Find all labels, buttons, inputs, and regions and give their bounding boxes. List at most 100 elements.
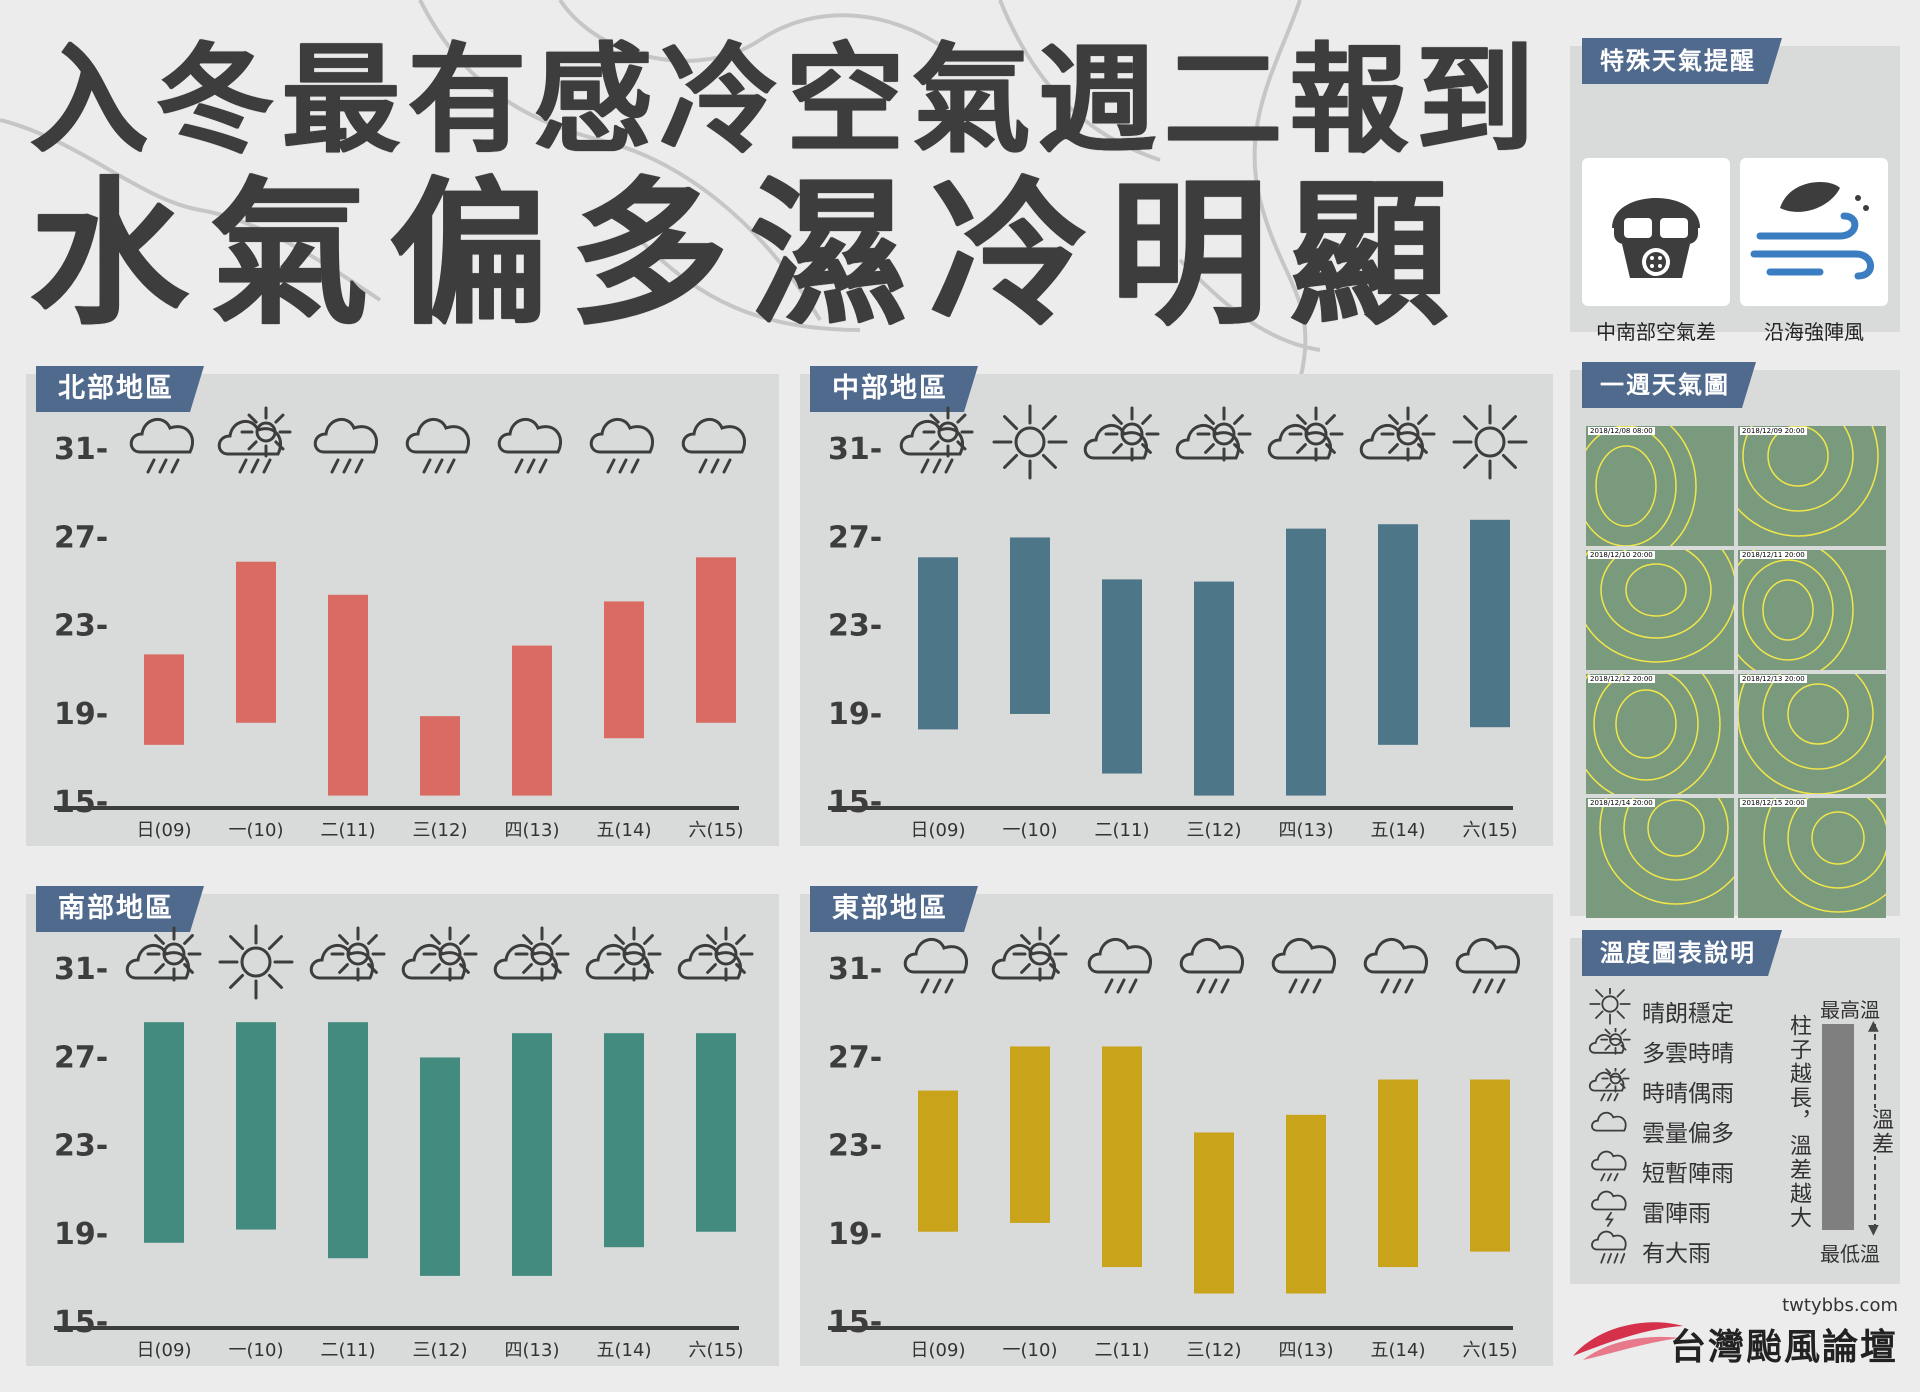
cloudy-sun-icon xyxy=(1588,1028,1631,1055)
temp-bar xyxy=(420,716,460,796)
x-tick-label: 六(15) xyxy=(1463,1340,1518,1361)
rain-icon xyxy=(1363,938,1428,994)
y-tick-label: 15- xyxy=(828,1305,882,1340)
legend-box: 溫度圖表說明 晴朗穩定 多雲時晴 時晴偶雨 雲量偏多 短暫陣雨 雷陣雨 有大雨 最高溫 ▲ … xyxy=(1570,938,1900,1284)
chart-central: 31- 27- 23- 19- 15- 日(09) 一(10) 二(11) 三(12) 四(13)… xyxy=(828,404,1528,841)
sunny-icon xyxy=(1589,988,1631,1025)
weather-map-6: 2018/12/13 20:00 xyxy=(1738,674,1886,794)
temp-bar xyxy=(512,645,552,796)
legend-item-label: 雷陣雨 xyxy=(1642,1201,1711,1227)
panel-south: 南部地區 31- 27- 23- 19- 15- 日(09) 一(10) 二(11) 三(12)… xyxy=(26,894,779,1366)
x-tick-label: 日(09) xyxy=(911,820,966,841)
weekly-map-box: 一週天氣圖 2018/12/08 08:00 2018/12/09 20:00 … xyxy=(1570,370,1900,918)
x-tick-label: 四(13) xyxy=(505,820,560,841)
sun-rain-icon xyxy=(1588,1068,1630,1102)
y-tick-label: 31- xyxy=(54,432,108,467)
temp-bar xyxy=(144,654,184,745)
y-tick-label: 31- xyxy=(828,432,882,467)
legend-item-label: 短暫陣雨 xyxy=(1642,1161,1734,1187)
weather-map-1: 2018/12/08 08:00 xyxy=(1586,426,1734,546)
weekly-map-title: 一週天氣圖 xyxy=(1582,362,1756,408)
sun-rain-icon xyxy=(217,406,292,474)
panel-central: 中部地區 31- 27- 23- 19- 15- 日(09) 一(10) 二(11) 三(12)… xyxy=(800,374,1553,846)
temp-bar xyxy=(512,1033,552,1276)
weather-map-5: 2018/12/12 20:00 xyxy=(1586,674,1734,794)
x-tick-label: 一(10) xyxy=(1003,820,1058,841)
rain-icon xyxy=(497,418,562,474)
weather-map-2: 2018/12/09 20:00 xyxy=(1738,426,1886,546)
cloudy-sun-icon xyxy=(677,926,754,982)
x-tick-label: 二(11) xyxy=(321,1340,376,1361)
brand-url: twtybbs.com xyxy=(1782,1295,1898,1316)
temp-bar xyxy=(1102,579,1142,774)
rain-icon xyxy=(313,418,378,474)
heavy-rain-icon xyxy=(1591,1230,1627,1264)
cloudy-sun-icon xyxy=(401,926,478,982)
y-tick-label: 23- xyxy=(54,609,108,644)
air-quality-card xyxy=(1582,158,1730,306)
rain-icon xyxy=(1271,938,1336,994)
x-tick-label: 二(11) xyxy=(1095,1340,1150,1361)
rain-icon xyxy=(405,418,470,474)
temp-bar xyxy=(696,557,736,723)
brand-name: 台灣颱風論壇 xyxy=(1669,1327,1898,1368)
weather-map-4: 2018/12/11 20:00 xyxy=(1738,550,1886,670)
temp-bar xyxy=(1194,1132,1234,1294)
chart-north: 31- 27- 23- 19- 15- 日(09) 一(10) 二(11) 三(12) 四(13)… xyxy=(54,406,746,841)
map-date-2: 2018/12/09 20:00 xyxy=(1740,427,1807,435)
temp-bar xyxy=(696,1033,736,1232)
y-tick-label: 19- xyxy=(54,697,108,732)
wind-leaf-icon xyxy=(1750,182,1874,280)
cloudy-sun-icon xyxy=(309,926,386,982)
y-tick-label: 15- xyxy=(828,785,882,820)
weather-map-3: 2018/12/10 20:00 xyxy=(1586,550,1734,670)
cloudy-sun-icon xyxy=(1083,406,1160,462)
y-tick-label: 27- xyxy=(54,1040,108,1075)
y-tick-label: 27- xyxy=(828,520,882,555)
map-date-1: 2018/12/08 08:00 xyxy=(1588,427,1655,435)
x-tick-label: 二(11) xyxy=(1095,820,1150,841)
y-tick-label: 23- xyxy=(54,1129,108,1164)
temp-bar xyxy=(1286,1114,1326,1294)
temp-bar xyxy=(236,561,276,723)
map-date-7: 2018/12/14 20:00 xyxy=(1588,799,1655,807)
map-date-4: 2018/12/11 20:00 xyxy=(1740,551,1807,559)
y-tick-label: 31- xyxy=(54,952,108,987)
x-tick-label: 一(10) xyxy=(229,1340,284,1361)
weather-map-8: 2018/12/15 20:00 xyxy=(1738,798,1886,918)
temp-bar xyxy=(918,557,958,730)
sun-rain-icon xyxy=(899,406,974,474)
legend-title: 溫度圖表說明 xyxy=(1582,930,1782,976)
map-date-8: 2018/12/15 20:00 xyxy=(1740,799,1807,807)
cloudy-sun-icon xyxy=(585,926,662,982)
legend-item-label: 多雲時晴 xyxy=(1642,1041,1734,1067)
legend-item-label: 時晴偶雨 xyxy=(1642,1081,1734,1107)
rain-icon xyxy=(1591,1150,1627,1182)
x-tick-label: 六(15) xyxy=(689,820,744,841)
cloudy-sun-icon xyxy=(1267,406,1344,462)
temp-bar xyxy=(604,1033,644,1248)
rain-icon xyxy=(1179,938,1244,994)
rain-icon xyxy=(681,418,746,474)
temp-bar xyxy=(328,1022,368,1259)
temp-bar xyxy=(604,601,644,739)
map-date-5: 2018/12/12 20:00 xyxy=(1588,675,1655,683)
temp-bar xyxy=(1378,524,1418,745)
x-tick-label: 三(12) xyxy=(413,820,468,841)
temp-bar xyxy=(420,1057,460,1276)
panel-east: 東部地區 31- 27- 23- 19- 15- 日(09) 一(10) 二(11) 三(12)… xyxy=(800,894,1553,1366)
panel-central-title: 中部地區 xyxy=(810,366,978,412)
headline-line-1: 入冬最有感冷空氣週二報到 xyxy=(30,31,1543,169)
legend-bar xyxy=(1822,1024,1854,1230)
legend-item-label: 晴朗穩定 xyxy=(1642,1001,1734,1027)
temp-bar xyxy=(328,594,368,796)
rain-icon xyxy=(589,418,654,474)
rain-icon xyxy=(1087,938,1152,994)
panel-north-title: 北部地區 xyxy=(36,366,204,412)
x-tick-label: 日(09) xyxy=(137,820,192,841)
y-tick-label: 31- xyxy=(828,952,882,987)
rain-icon xyxy=(1455,938,1520,994)
temp-bar xyxy=(1194,581,1234,796)
y-tick-label: 19- xyxy=(828,697,882,732)
